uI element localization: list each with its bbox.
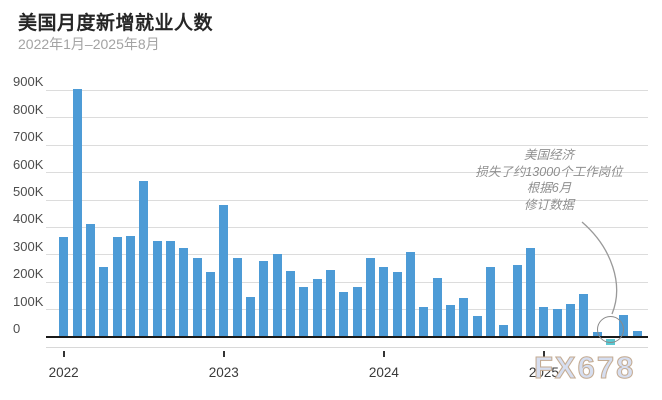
bar-2024-01[interactable] (379, 266, 389, 337)
chart-title: 美国月度新增就业人数 (18, 13, 214, 34)
bar-2023-02[interactable] (232, 258, 242, 337)
gridline-300K (46, 254, 648, 256)
bar-2023-11[interactable] (352, 287, 362, 337)
gridline-600K (46, 172, 648, 174)
bar-2023-12[interactable] (366, 257, 375, 337)
bar-2023-06[interactable] (285, 271, 295, 337)
x-axis-tick-2024 (382, 351, 385, 357)
bar-2023-05[interactable] (272, 253, 282, 337)
y-axis-label-900K: 900K (13, 74, 44, 90)
gridline-200K (46, 281, 648, 283)
x-axis-label-2025: 2025 (528, 365, 559, 380)
bar-2024-10[interactable] (499, 324, 509, 337)
highlight-callout-circle (597, 316, 624, 343)
bar-2024-12[interactable] (526, 248, 536, 337)
bar-2023-08[interactable] (312, 279, 322, 337)
y-axis-label-400K: 400K (13, 211, 44, 227)
bar-2023-10[interactable] (339, 291, 349, 337)
y-axis-label-800K: 800K (13, 101, 44, 117)
annotation-line-2: 损失了约13000个工作岗位 (475, 164, 623, 179)
bar-2022-08[interactable] (152, 240, 162, 337)
x-axis-tick-2022 (62, 351, 65, 357)
bar-2025-04[interactable] (579, 293, 589, 337)
bar-2022-05[interactable] (112, 237, 122, 337)
bar-2024-03[interactable] (406, 252, 416, 337)
gridline-800K (46, 117, 648, 119)
bar-2023-09[interactable] (325, 269, 335, 337)
gridline-500K (46, 199, 648, 201)
y-axis-label-100K: 100K (13, 293, 44, 309)
bar-2022-04[interactable] (99, 267, 109, 337)
x-axis-tick-2025 (542, 351, 545, 357)
bar-2024-02[interactable] (392, 272, 402, 337)
y-axis-label-200K: 200K (13, 266, 44, 282)
y-axis-label-700K: 700K (13, 129, 44, 145)
annotation-line-1: 美国经济 (523, 148, 574, 162)
bar-2024-09[interactable] (486, 267, 496, 337)
y-axis-label-600K: 600K (13, 156, 44, 172)
gridline-400K (46, 226, 648, 228)
bar-2022-02[interactable] (72, 89, 82, 337)
y-axis-label-300K: 300K (13, 238, 44, 254)
bar-2022-10[interactable] (179, 248, 189, 337)
bar-2022-12[interactable] (205, 271, 215, 337)
x-axis-label-2024: 2024 (368, 365, 399, 380)
gridline-900K (46, 89, 648, 91)
watermark-logo: FX678 (533, 350, 636, 386)
x-axis-zero-line (46, 336, 648, 338)
plot-bottom-border (46, 347, 648, 348)
x-axis-label-2023: 2023 (208, 365, 239, 380)
bar-2022-11[interactable] (192, 257, 202, 337)
bar-2025-03[interactable] (566, 304, 576, 337)
x-axis-tick-2023 (222, 351, 225, 357)
bar-2023-07[interactable] (299, 286, 309, 337)
annotation-line-4: 修订数据 (523, 197, 574, 212)
chart-subtitle: 2022年1月–2025年8月 (18, 36, 160, 52)
y-axis-label-500K: 500K (13, 184, 44, 199)
annotation-text: 美国经济损失了约13000个工作岗位 根据6月修订数据 (439, 147, 659, 213)
bar-2024-08[interactable] (472, 315, 482, 337)
bar-2025-01[interactable] (539, 306, 549, 337)
bar-2022-03[interactable] (85, 223, 95, 337)
bar-2022-09[interactable] (165, 241, 175, 337)
gridline-700K (46, 144, 648, 146)
x-axis-label-2022: 2022 (48, 365, 79, 380)
bar-2023-04[interactable] (259, 260, 269, 337)
bar-2024-11[interactable] (512, 265, 522, 337)
bar-2024-05[interactable] (432, 277, 442, 337)
bar-2025-02[interactable] (552, 309, 562, 337)
annotation-line-3: 根据6月 (526, 181, 572, 195)
bar-2023-01[interactable] (219, 204, 229, 337)
bar-2024-06[interactable] (446, 304, 456, 337)
y-axis-label-0: 0 (13, 321, 21, 336)
bar-2024-04[interactable] (419, 307, 429, 337)
bar-2023-03[interactable] (245, 296, 255, 337)
bar-2024-07[interactable] (459, 297, 469, 337)
bar-2022-06[interactable] (125, 235, 135, 337)
bar-2025-08[interactable] (632, 330, 642, 337)
bar-2025-07[interactable] (619, 315, 629, 337)
bar-2022-01[interactable] (59, 237, 69, 337)
bar-2022-07[interactable] (139, 181, 149, 337)
